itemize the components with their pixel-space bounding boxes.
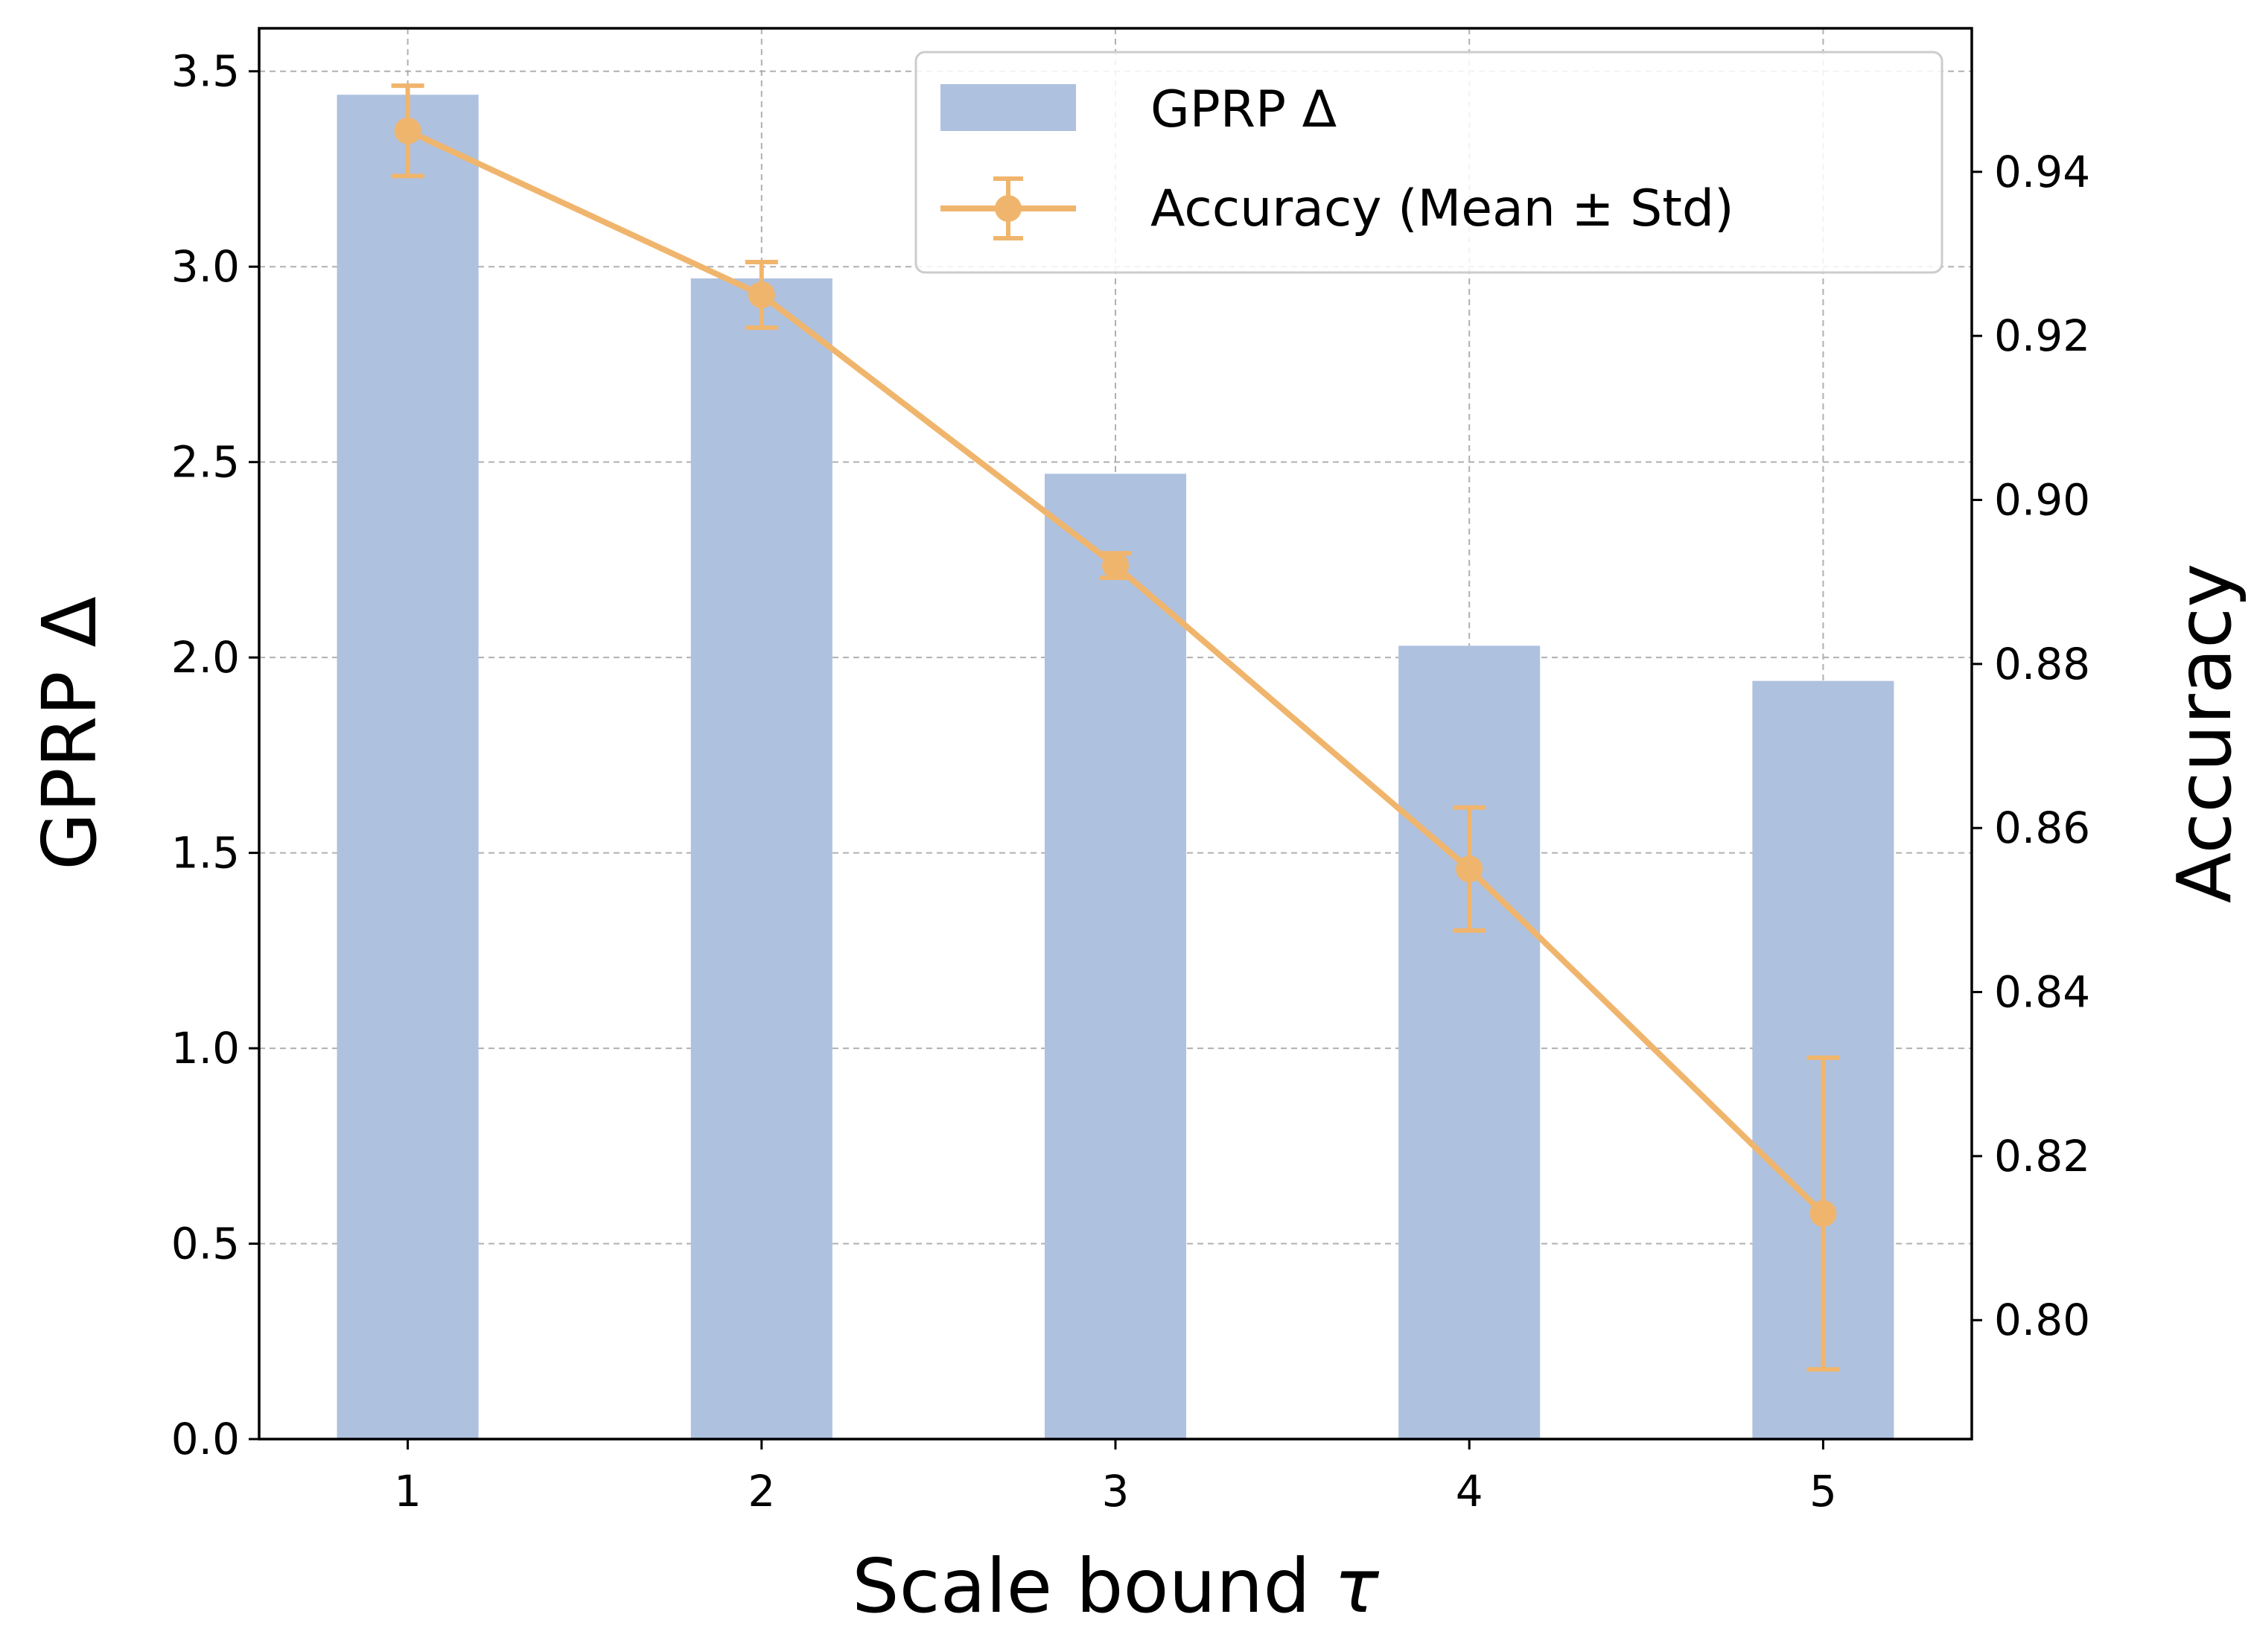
accuracy-point bbox=[748, 281, 775, 309]
left-tick-label: 2.0 bbox=[171, 632, 240, 683]
right-axis-title: Accuracy bbox=[2161, 564, 2248, 904]
left-tick-label: 1.5 bbox=[171, 828, 240, 878]
right-tick-label: 0.88 bbox=[1994, 639, 2090, 689]
right-tick-label: 0.94 bbox=[1994, 147, 2090, 197]
bar bbox=[1044, 473, 1187, 1439]
legend-marker bbox=[995, 195, 1022, 222]
bar bbox=[1398, 645, 1541, 1439]
x-tick-label: 4 bbox=[1456, 1466, 1483, 1517]
x-tick-label: 5 bbox=[1809, 1466, 1837, 1517]
x-tick-label: 2 bbox=[748, 1466, 775, 1517]
left-axis-title: GPRP Δ bbox=[26, 596, 113, 870]
legend-label-gprp: GPRP Δ bbox=[1150, 80, 1337, 139]
legend-box bbox=[914, 51, 1943, 274]
bar bbox=[337, 95, 479, 1439]
bar bbox=[690, 278, 832, 1439]
right-tick-label: 0.80 bbox=[1994, 1295, 2090, 1345]
legend-label-accuracy: Accuracy (Mean ± Std) bbox=[1150, 179, 1734, 238]
right-tick-label: 0.90 bbox=[1994, 475, 2090, 526]
x-tick-label: 3 bbox=[1102, 1466, 1130, 1517]
accuracy-point bbox=[1102, 552, 1129, 579]
axis-ticks: 0.0 0.5 1.0 1.5 2.0 2.5 3.0 3.5 1 2 3 4 5 0.80 0.82 0.8… bbox=[171, 46, 2090, 1517]
accuracy-point bbox=[394, 117, 421, 144]
right-tick-label: 0.84 bbox=[1994, 967, 2090, 1018]
left-tick-label: 3.5 bbox=[171, 46, 240, 97]
legend: GPRP Δ Accuracy (Mean ± Std) bbox=[914, 51, 1943, 274]
right-tick-label: 0.86 bbox=[1994, 803, 2090, 853]
right-tick-label: 0.92 bbox=[1994, 310, 2090, 361]
accuracy-point bbox=[1456, 855, 1483, 883]
accuracy-point bbox=[1809, 1200, 1837, 1228]
x-axis-title: Scale bound τ bbox=[852, 1543, 1380, 1630]
left-tick-label: 0.5 bbox=[171, 1219, 240, 1269]
legend-bar-swatch bbox=[940, 84, 1076, 131]
left-tick-label: 1.0 bbox=[171, 1023, 240, 1074]
accuracy-series bbox=[391, 83, 1840, 1372]
left-tick-label: 0.0 bbox=[171, 1414, 240, 1464]
bar-series bbox=[337, 95, 1894, 1439]
left-tick-label: 2.5 bbox=[171, 437, 240, 488]
x-tick-label: 1 bbox=[394, 1466, 421, 1517]
right-tick-label: 0.82 bbox=[1994, 1131, 2090, 1181]
left-tick-label: 3.0 bbox=[171, 241, 240, 292]
